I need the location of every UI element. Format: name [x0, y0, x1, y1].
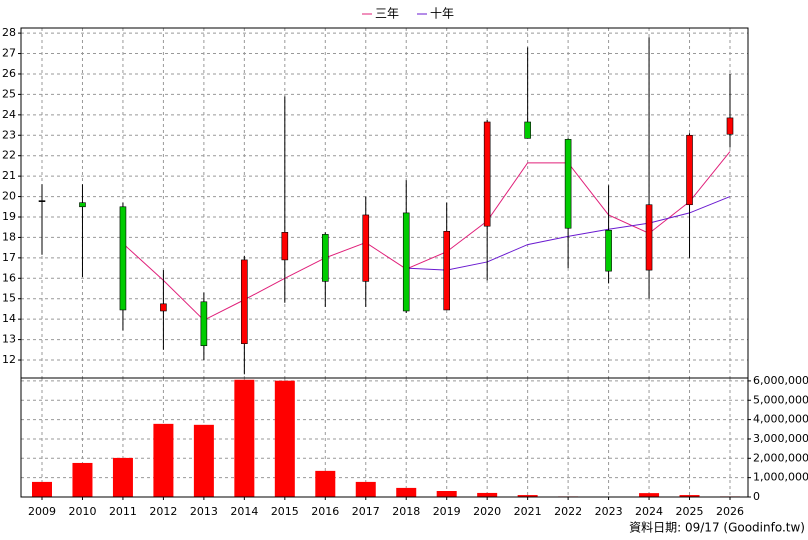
- source-note: 資料日期: 09/17 (Goodinfo.tw): [629, 521, 805, 535]
- volume-bar: [153, 423, 174, 497]
- volume-bar: [193, 424, 214, 497]
- plot-frame: [20, 377, 749, 498]
- legend-label: 三年: [375, 7, 399, 21]
- x-tick-label: 2018: [392, 505, 420, 518]
- candle-body: [241, 259, 248, 344]
- x-tick-label: 2010: [68, 505, 96, 518]
- y2-tick-label: 1,000,000: [753, 471, 808, 484]
- y-tick-label: 14: [2, 312, 16, 325]
- candle-body: [79, 202, 86, 208]
- y-tick-label: 19: [2, 210, 16, 223]
- candle-body: [200, 301, 208, 347]
- y2-tick-label: 6,000,000: [753, 374, 808, 387]
- candle-body: [38, 200, 46, 202]
- candle-body: [564, 139, 572, 229]
- volume-bar: [315, 470, 336, 497]
- candle-body: [402, 212, 410, 312]
- plot-frame: [20, 27, 749, 379]
- candle-body: [645, 204, 653, 271]
- volume-bar: [477, 492, 498, 497]
- x-tick-label: 2023: [595, 505, 623, 518]
- y-tick-label: 23: [2, 128, 16, 141]
- x-tick-label: 2019: [433, 505, 461, 518]
- x-tick-label: 2012: [149, 505, 177, 518]
- y-tick-label: 17: [2, 251, 16, 264]
- volume-bar: [436, 491, 457, 497]
- volume-bar: [517, 495, 538, 497]
- volume-bar: [32, 481, 52, 497]
- volume-bar: [679, 495, 700, 497]
- y2-tick-label: 2,000,000: [753, 451, 808, 464]
- y-tick-label: 24: [2, 108, 16, 121]
- x-tick-label: 2020: [473, 505, 501, 518]
- candle-body: [483, 121, 491, 227]
- x-tick-label: 2017: [352, 505, 380, 518]
- volume-bar: [112, 457, 133, 497]
- y-tick-label: 25: [2, 87, 16, 100]
- candle-body: [160, 303, 167, 312]
- candle-body: [321, 234, 329, 282]
- y-tick-label: 22: [2, 149, 16, 162]
- y-tick-label: 18: [2, 230, 16, 243]
- candle-body: [443, 230, 451, 311]
- y-tick-label: 12: [2, 353, 16, 366]
- y-tick-label: 13: [2, 333, 16, 346]
- x-tick-label: 2026: [716, 505, 744, 518]
- ma-line: [122, 151, 731, 321]
- y-tick-label: 26: [2, 67, 16, 80]
- y2-tick-label: 5,000,000: [753, 393, 808, 406]
- candle-body: [524, 121, 531, 139]
- x-tick-label: 2021: [514, 505, 542, 518]
- y-tick-label: 15: [2, 292, 16, 305]
- x-tick-label: 2022: [554, 505, 582, 518]
- volume-bar: [355, 481, 376, 497]
- y2-tick-label: 0: [753, 490, 760, 503]
- x-tick-label: 2016: [311, 505, 339, 518]
- volume-bar: [274, 380, 295, 497]
- volume-bar: [234, 379, 255, 497]
- x-tick-label: 2009: [28, 505, 56, 518]
- y-tick-label: 20: [2, 190, 16, 203]
- y2-tick-label: 3,000,000: [753, 432, 808, 445]
- y-tick-label: 28: [2, 26, 16, 39]
- y-tick-label: 16: [2, 271, 16, 284]
- candle-body: [686, 134, 693, 206]
- candle-body: [119, 206, 127, 311]
- y-tick-label: 21: [2, 169, 16, 182]
- candle-body: [362, 214, 370, 282]
- x-tick-label: 2025: [676, 505, 704, 518]
- y-tick-label: 27: [2, 47, 16, 60]
- candle-body: [605, 229, 612, 272]
- x-tick-label: 2015: [271, 505, 299, 518]
- x-tick-label: 2011: [109, 505, 137, 518]
- volume-bar: [72, 462, 93, 497]
- x-tick-label: 2024: [635, 505, 663, 518]
- x-tick-label: 2013: [190, 505, 218, 518]
- volume-bar: [639, 493, 660, 497]
- candle-body: [281, 232, 289, 261]
- volume-bar: [396, 487, 417, 497]
- y2-tick-label: 4,000,000: [753, 413, 808, 426]
- candle-body: [726, 117, 734, 135]
- legend-label: 十年: [430, 7, 454, 21]
- x-tick-label: 2014: [230, 505, 258, 518]
